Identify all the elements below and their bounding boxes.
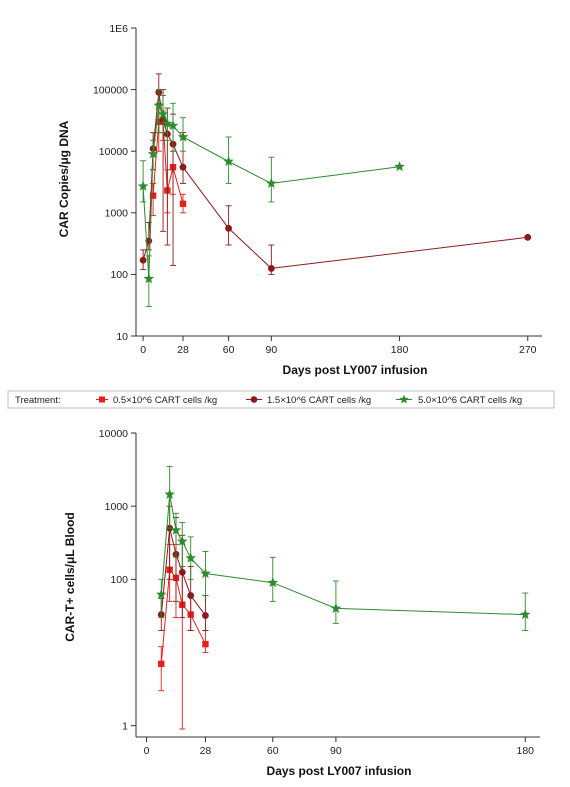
data-point-circle: [524, 233, 532, 241]
series-line: [142, 92, 528, 269]
data-point-star: [176, 535, 188, 546]
data-point-star: [137, 180, 149, 191]
data-point-square: [202, 640, 209, 648]
series-line: [160, 568, 206, 664]
data-point-square: [179, 200, 187, 207]
legend-title: Treatment:: [15, 395, 61, 406]
legend-entry-low-dose: 0.5×10^6 CART cells /kg: [96, 395, 217, 406]
bottom-y-axis-title: CAR-T+ cells/μL Blood: [63, 512, 77, 641]
data-point-star: [157, 108, 169, 119]
data-point-star: [155, 588, 167, 600]
bottom-x-tick-label: 28: [200, 745, 212, 757]
legend-label-mid-dose: 1.5×10^6 CART cells /kg: [267, 395, 371, 406]
data-point-star: [330, 602, 342, 613]
legend-square-marker: [99, 396, 105, 403]
legend-label-low-dose: 0.5×10^6 CART cells /kg: [113, 395, 217, 406]
top-y-tick-label: 100: [110, 269, 128, 281]
top-x-tick-label: 180: [391, 344, 409, 356]
top-x-tick-label: 0: [140, 344, 146, 356]
bottom-series-mid-dose: [157, 505, 209, 631]
bottom-y-tick-label: 10000: [99, 428, 128, 440]
data-point-star: [147, 148, 159, 159]
data-point-circle: [202, 612, 209, 619]
data-point-star: [177, 131, 189, 142]
data-point-star: [162, 118, 173, 129]
data-point-circle: [225, 224, 232, 232]
legend-label-high-dose: 5.0×10^6 CART cells /kg: [418, 395, 522, 406]
data-point-star: [167, 120, 179, 131]
bottom-series-high-dose: [155, 465, 531, 631]
data-point-star: [143, 273, 155, 284]
legend-circle-marker: [250, 396, 258, 403]
legend-star-marker: [399, 394, 409, 404]
data-point-circle: [139, 256, 147, 264]
bottom-y-tick-label: 1000: [105, 501, 129, 513]
bottom-x-tick-label: 60: [267, 745, 279, 757]
data-point-square: [149, 192, 157, 199]
data-point-star: [519, 608, 531, 620]
top-x-tick-label: 60: [223, 344, 235, 356]
top-x-tick-label: 90: [265, 344, 277, 356]
legend-entry-mid-dose: 1.5×10^6 CART cells /kg: [246, 395, 371, 406]
top-series-high-dose: [137, 89, 405, 308]
series-line: [152, 121, 184, 204]
bottom-x-axis-title: Days post LY007 infusion: [267, 764, 412, 778]
top-y-axis-title: CAR Copies/μg DNA: [57, 120, 71, 237]
data-point-star: [394, 161, 405, 172]
legend-entry-high-dose: 5.0×10^6 CART cells /kg: [396, 394, 522, 406]
bottom-y-tick-label: 100: [110, 574, 128, 586]
data-point-star: [223, 155, 234, 167]
data-point-circle: [267, 265, 275, 272]
top-y-tick-label: 10: [116, 331, 128, 343]
data-point-star: [170, 524, 182, 535]
top-panel: 10 100 1000 10000 100000 1E6 0 28 60 90 180 270 Day…: [57, 23, 542, 377]
data-point-star: [266, 177, 277, 188]
bottom-x-tick-label: 90: [330, 745, 342, 757]
series-line: [160, 494, 526, 616]
top-x-tick-label: 28: [177, 344, 189, 356]
legend: Treatment: 0.5×10^6 CART cells /kg 1.5×1…: [7, 390, 555, 409]
bottom-x-tick-label: 0: [144, 745, 150, 757]
top-series-mid-dose: [139, 73, 532, 275]
data-point-circle: [178, 568, 186, 576]
top-y-tick-label: 100000: [93, 84, 128, 96]
data-point-star: [153, 99, 165, 111]
data-point-star: [267, 577, 279, 588]
bottom-y-tick-label: 1: [122, 720, 128, 732]
data-point-circle: [187, 592, 195, 599]
top-y-tick-label: 1E6: [109, 23, 128, 35]
bottom-x-tick-label: 180: [517, 745, 535, 757]
data-point-star: [200, 567, 211, 579]
series-line: [160, 528, 206, 616]
data-point-square: [158, 660, 165, 668]
bottom-panel: 1 100 1000 10000 0 28 60 90 180 Days post LY007 …: [63, 428, 540, 778]
top-y-tick-label: 10000: [99, 146, 128, 158]
legend-box: [7, 390, 555, 409]
top-y-tick-label: 1000: [105, 208, 129, 220]
data-point-circle: [179, 163, 187, 171]
data-point-star: [185, 552, 197, 563]
top-x-tick-label: 270: [519, 344, 537, 356]
data-point-star: [164, 488, 175, 499]
top-x-axis-title: Days post LY007 infusion: [283, 363, 428, 377]
